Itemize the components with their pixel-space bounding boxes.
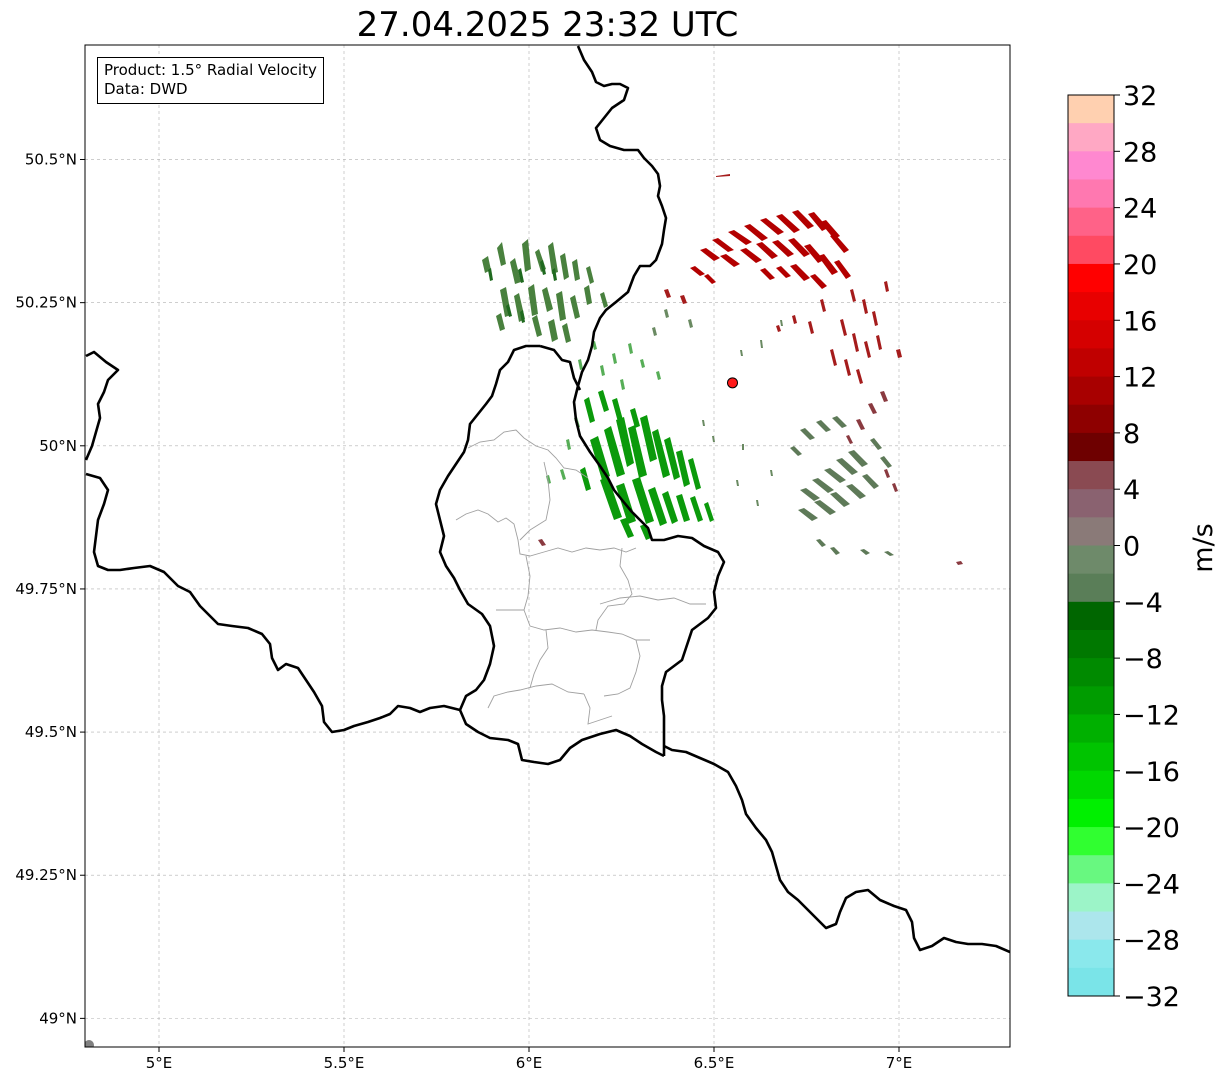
colorbar-band [1068, 123, 1114, 152]
colorbar-band [1068, 798, 1114, 828]
latitude-ticks: 49°N 49.25°N 49.5°N 49.75°N 50°N 50.25°N 50.5°… [15, 151, 85, 1027]
colorbar-band [1068, 432, 1114, 462]
lon-tick-label: 7°E [886, 1054, 913, 1072]
colorbar-band [1068, 461, 1114, 490]
echo-cluster-northwest-dark [488, 260, 557, 323]
longitude-ticks: 5°E 5.5°E 6°E 6.5°E 7°E [146, 1047, 913, 1072]
data-source-label: Data: DWD [104, 80, 188, 98]
colorbar-band [1068, 686, 1114, 715]
colorbar-tick-label: 8 [1123, 419, 1140, 450]
colorbar-band [1068, 292, 1114, 321]
colorbar-bands [1068, 95, 1114, 997]
map-title: 27.04.2025 23:32 UTC [356, 5, 739, 45]
colorbar-band [1068, 855, 1114, 884]
district-lines [455, 429, 706, 725]
echo-cluster-west-scatter [546, 341, 661, 484]
colorbar-band [1068, 545, 1114, 575]
colorbar-band [1068, 263, 1114, 293]
product-info-box: Product: 1.5° Radial Velocity Data: DWD [97, 57, 324, 104]
radar-echoes [85, 45, 1010, 1047]
country-borders [85, 45, 1010, 954]
lon-tick-label: 5.5°E [324, 1054, 365, 1072]
radar-site-marker[interactable] [727, 377, 738, 389]
colorbar-band [1068, 939, 1114, 969]
colorbar-band [1068, 348, 1114, 378]
colorbar-band [1068, 883, 1114, 913]
echo-cluster-northeast [690, 210, 851, 289]
colorbar-band [1068, 601, 1114, 631]
colorbar-tick-label: 20 [1123, 250, 1157, 281]
colorbar-band [1068, 207, 1114, 237]
colorbar-tick-label: 32 [1123, 81, 1157, 112]
corner-marker [85, 1040, 94, 1047]
colorbar-band [1068, 517, 1114, 546]
map-frame [84, 44, 1011, 1048]
lat-tick-label: 49°N [39, 1009, 77, 1027]
colorbar-band [1068, 714, 1114, 744]
colorbar-band [1068, 911, 1114, 941]
colorbar-tick-label: −4 [1123, 588, 1163, 619]
colorbar-tick-label: 24 [1123, 194, 1157, 225]
echo-cluster-southeast [790, 416, 894, 556]
lat-tick-label: 50.25°N [15, 294, 77, 312]
colorbar-band [1068, 770, 1114, 800]
colorbar-tick-label: 0 [1123, 532, 1140, 563]
colorbar-tick-label: 12 [1123, 363, 1157, 394]
colorbar-band [1068, 320, 1114, 349]
echo-cluster-northwest [482, 239, 608, 343]
lat-tick-label: 49.25°N [15, 866, 77, 884]
colorbar-band [1068, 151, 1114, 180]
colorbar-band [1068, 179, 1114, 209]
colorbar-band [1068, 376, 1114, 406]
colorbar-tick-label: −24 [1123, 869, 1180, 900]
colorbar-band [1068, 629, 1114, 659]
product-label: Product: 1.5° Radial Velocity [104, 61, 317, 79]
lon-tick-label: 5°E [146, 1054, 173, 1072]
colorbar-tick-label: 28 [1123, 137, 1157, 168]
lat-tick-label: 50°N [39, 437, 77, 455]
lat-tick-label: 49.75°N [15, 580, 77, 598]
colorbar-tick-label: −20 [1123, 813, 1180, 844]
colorbar-band [1068, 742, 1114, 772]
echo-cluster-southwest [580, 390, 714, 540]
colorbar-tick-label: −28 [1123, 926, 1180, 957]
colorbar-band [1068, 235, 1114, 265]
colorbar-tick-label: −16 [1123, 757, 1180, 788]
colorbar-band [1068, 489, 1114, 518]
lon-tick-label: 6.5°E [694, 1054, 735, 1072]
colorbar-band [1068, 658, 1114, 687]
colorbar-band [1068, 404, 1114, 434]
colorbar-ticks: 32 28 24 20 16 12 8 4 0 −4 −8 −12 −16 −20 −24 −28 −32 [1114, 81, 1180, 1013]
colorbar-band [1068, 95, 1114, 124]
colorbar: 32 28 24 20 16 12 8 4 0 −4 −8 −12 −16 −20 −24 −28 −32 m/… [1067, 81, 1219, 1013]
colorbar-tick-label: −12 [1123, 700, 1180, 731]
lon-tick-label: 6°E [516, 1054, 543, 1072]
lat-tick-label: 49.5°N [25, 723, 77, 741]
map-area[interactable] [85, 45, 1010, 1047]
colorbar-tick-label: −32 [1123, 982, 1180, 1013]
colorbar-band [1068, 827, 1114, 856]
colorbar-tick-label: −8 [1123, 644, 1163, 675]
colorbar-band [1068, 967, 1114, 997]
colorbar-tick-label: 4 [1123, 475, 1140, 506]
colorbar-unit-label: m/s [1188, 523, 1219, 572]
colorbar-tick-label: 16 [1123, 306, 1157, 337]
colorbar-band [1068, 573, 1114, 603]
lat-tick-label: 50.5°N [25, 151, 77, 169]
